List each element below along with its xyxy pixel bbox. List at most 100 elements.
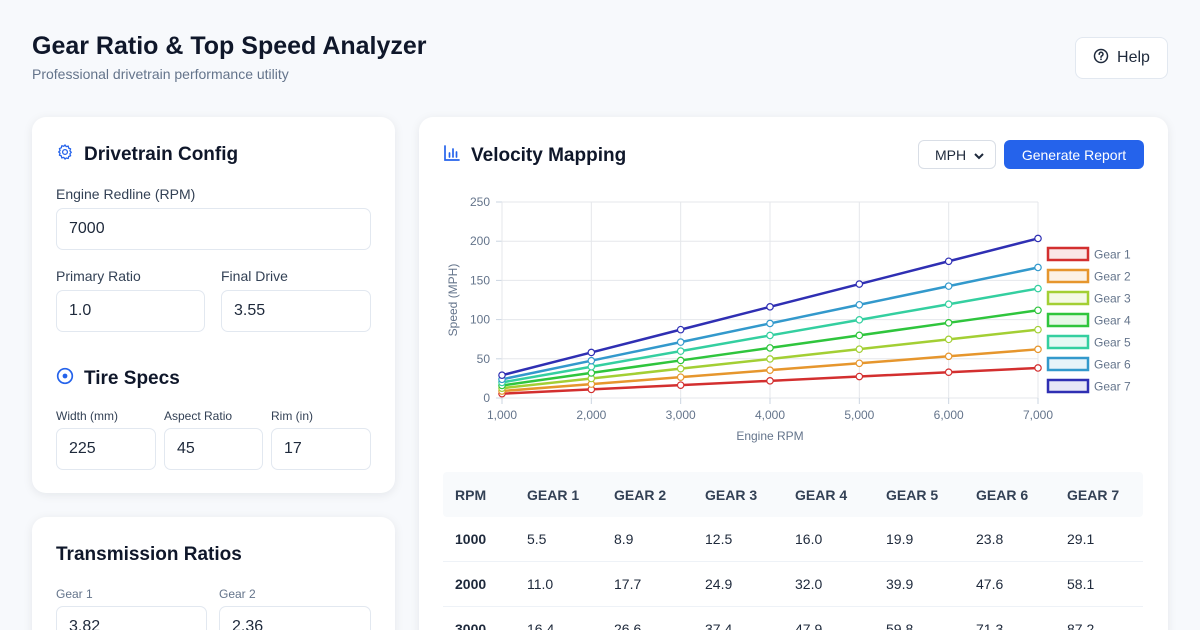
table-cell: 23.8 (976, 531, 1004, 547)
data-point (766, 303, 774, 311)
help-label: Help (1117, 49, 1150, 66)
table-cell: 29.1 (1067, 531, 1095, 547)
data-point (498, 371, 506, 379)
data-point (855, 300, 864, 309)
data-point (676, 325, 685, 334)
tire-heading: Tire Specs (56, 367, 180, 391)
data-point (855, 316, 864, 324)
data-point (676, 338, 685, 346)
velocity-title: Velocity Mapping (471, 145, 627, 166)
data-point (766, 377, 774, 385)
x-tick-label: 6,000 (934, 408, 964, 422)
gear2-input[interactable]: 2.36 (219, 606, 371, 630)
data-point (766, 366, 774, 374)
table-cell: 19.9 (886, 531, 914, 547)
table-row: 1000 5.5 8.9 12.5 16.0 19.9 23.8 29.1 (443, 517, 1143, 562)
tire-width-input[interactable]: 225 (56, 428, 156, 470)
table-row: 2000 11.0 17.7 24.9 32.0 39.9 47.6 58.1 (443, 562, 1143, 607)
table-row: 3000 16.4 26.6 37.4 47.9 59.8 71.3 87.2 (443, 607, 1143, 630)
legend-label: Gear 7 (1094, 380, 1131, 394)
legend-label: Gear 2 (1094, 270, 1131, 284)
table-header: RPM GEAR 1 GEAR 2 GEAR 3 GEAR 4 GEAR 5 GEAR 6 G… (443, 472, 1143, 517)
table-cell: 11.0 (527, 576, 554, 592)
y-tick-label: 100 (470, 313, 490, 327)
x-tick-label: 7,000 (1023, 408, 1053, 422)
aspect-ratio-input[interactable]: 45 (164, 428, 263, 470)
table-cell: 2000 (455, 576, 487, 592)
legend-swatch (1046, 312, 1090, 328)
gear1-input[interactable]: 3.82 (56, 606, 207, 630)
data-point (676, 356, 685, 365)
table-header-cell: GEAR 7 (1067, 486, 1120, 503)
legend-label: Gear 5 (1094, 336, 1131, 350)
legend-swatch (1046, 334, 1090, 350)
drivetrain-title: Drivetrain Config (84, 144, 239, 165)
unit-selected-value: MPH (935, 146, 967, 163)
generate-report-button[interactable]: Generate Report (1004, 140, 1144, 169)
table-cell: 1000 (455, 531, 487, 547)
data-point (676, 364, 685, 373)
data-point (855, 372, 864, 381)
y-tick-label: 250 (470, 195, 490, 209)
data-point (1034, 325, 1042, 334)
table-cell: 16.0 (795, 531, 823, 547)
data-point (1034, 306, 1042, 315)
transmission-heading: Transmission Ratios (56, 544, 242, 566)
data-point (944, 257, 953, 266)
table-cell: 17.7 (614, 576, 642, 592)
unit-select[interactable]: MPH (918, 140, 996, 169)
transmission-title: Transmission Ratios (56, 544, 242, 565)
data-point (1034, 234, 1042, 243)
gear-icon (56, 143, 74, 167)
table-cell: 16.4 (527, 621, 555, 630)
drivetrain-heading: Drivetrain Config (56, 143, 238, 167)
transmission-card: Transmission Ratios Gear 1 3.82 Gear 2 2… (32, 517, 395, 630)
table-cell: 58.1 (1067, 576, 1095, 592)
table-header-cell: GEAR 3 (705, 486, 758, 503)
data-point (676, 347, 685, 355)
table-cell: 3000 (455, 621, 487, 630)
rim-input[interactable]: 17 (271, 428, 371, 470)
table-header-cell: RPM (455, 486, 487, 503)
bar-chart-icon (443, 144, 461, 168)
table-header-cell: GEAR 1 (527, 486, 580, 503)
legend-swatch (1046, 246, 1090, 262)
table-header-cell: GEAR 5 (886, 486, 939, 503)
x-tick-label: 3,000 (666, 408, 696, 422)
legend-swatch (1046, 378, 1090, 394)
velocity-heading: Velocity Mapping (443, 144, 626, 168)
data-point (944, 368, 953, 377)
table-cell: 47.9 (795, 621, 823, 630)
redline-label: Engine Redline (RPM) (56, 186, 196, 202)
aspect-ratio-label: Aspect Ratio (164, 409, 233, 423)
table-cell: 47.6 (976, 576, 1004, 592)
legend-swatch (1046, 356, 1090, 372)
y-tick-label: 0 (483, 391, 490, 405)
data-point (1034, 263, 1042, 272)
y-tick-label: 200 (470, 234, 490, 248)
data-point (855, 359, 864, 368)
tire-width-label: Width (mm) (56, 409, 118, 423)
page-subtitle: Professional drivetrain performance util… (32, 66, 289, 82)
data-point (766, 355, 774, 363)
gear2-label: Gear 2 (219, 587, 256, 601)
redline-input[interactable]: 7000 (56, 208, 371, 250)
chevron-down-icon (974, 147, 984, 163)
drivetrain-card: Drivetrain Config Engine Redline (RPM) 7… (32, 117, 395, 493)
table-header-cell: GEAR 4 (795, 486, 848, 503)
help-button[interactable]: Help (1075, 37, 1168, 79)
table-cell: 32.0 (795, 576, 823, 592)
table-cell: 24.9 (705, 576, 733, 592)
table-cell: 37.4 (705, 621, 733, 630)
legend-swatch (1046, 268, 1090, 284)
velocity-chart: 0 50 100 150 200 250 1,000 2,000 3,000 4,000 5,000… (446, 195, 1131, 443)
final-drive-input[interactable]: 3.55 (221, 290, 371, 332)
table-cell: 59.8 (886, 621, 914, 630)
velocity-card: Velocity Mapping MPH Generate Report 0 50… (419, 117, 1168, 630)
data-point (1034, 364, 1042, 372)
data-point (587, 348, 596, 357)
data-point (676, 373, 685, 381)
gear1-label: Gear 1 (56, 587, 93, 601)
primary-ratio-input[interactable]: 1.0 (56, 290, 205, 332)
table-header-cell: GEAR 6 (976, 486, 1029, 503)
